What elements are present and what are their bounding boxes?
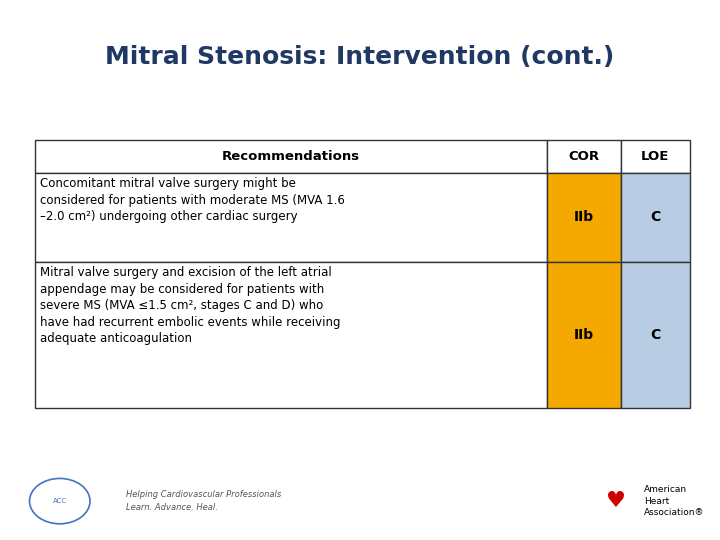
Text: ACC: ACC bbox=[53, 498, 67, 504]
Bar bbox=[621, 140, 690, 173]
Bar bbox=[35, 173, 547, 262]
Bar bbox=[547, 262, 621, 408]
Bar bbox=[621, 173, 690, 262]
Text: COR: COR bbox=[568, 150, 600, 163]
Bar bbox=[547, 173, 621, 262]
Text: ♥: ♥ bbox=[606, 491, 626, 511]
Text: IIb: IIb bbox=[574, 211, 594, 224]
Text: C: C bbox=[650, 328, 660, 342]
Text: Concomitant mitral valve surgery might be
considered for patients with moderate : Concomitant mitral valve surgery might b… bbox=[40, 177, 344, 223]
Text: IIb: IIb bbox=[574, 328, 594, 342]
Bar bbox=[547, 140, 621, 173]
Text: Mitral Stenosis: Intervention (cont.): Mitral Stenosis: Intervention (cont.) bbox=[105, 45, 615, 69]
Bar bbox=[35, 140, 547, 173]
Text: LOE: LOE bbox=[641, 150, 670, 163]
Bar bbox=[35, 262, 547, 408]
Text: American
Heart
Association®: American Heart Association® bbox=[644, 485, 705, 517]
Bar bbox=[621, 262, 690, 408]
Text: C: C bbox=[650, 211, 660, 224]
Text: Helping Cardiovascular Professionals
Learn. Advance. Heal.: Helping Cardiovascular Professionals Lea… bbox=[126, 490, 282, 512]
Text: Recommendations: Recommendations bbox=[222, 150, 360, 163]
Text: Mitral valve surgery and excision of the left atrial
appendage may be considered: Mitral valve surgery and excision of the… bbox=[40, 266, 340, 345]
